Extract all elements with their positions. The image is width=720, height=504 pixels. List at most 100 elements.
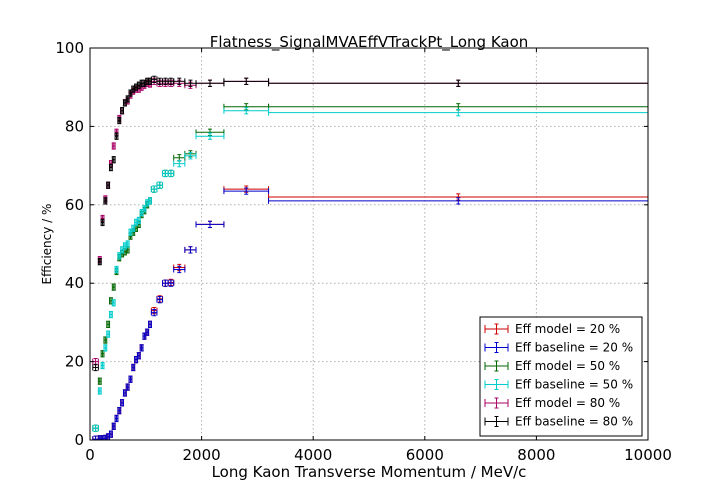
- legend-item: Eff model = 80 %: [484, 396, 620, 410]
- data-point: [111, 283, 116, 291]
- data-point: [100, 350, 105, 358]
- x-tick-label: 10000: [624, 446, 672, 464]
- y-axis: 0 20 40 60 80 100: [55, 39, 648, 449]
- legend-label: Eff baseline = 20 %: [515, 341, 633, 355]
- data-point: [120, 399, 125, 407]
- series-4: [92, 107, 648, 432]
- data-point: [122, 389, 127, 397]
- x-axis: 0 2000 4000 6000 8000 10000: [85, 48, 672, 464]
- legend-label: Eff model = 80 %: [515, 396, 620, 410]
- data-point: [139, 344, 144, 352]
- data-point: [100, 218, 105, 227]
- data-point: [184, 246, 197, 254]
- data-point: [145, 328, 150, 336]
- data-point: [108, 163, 113, 172]
- legend-item: Eff model = 50 %: [484, 359, 620, 373]
- x-tick-label: 6000: [406, 446, 444, 464]
- x-axis-title: Long Kaon Transverse Momentum / MeV/c: [212, 463, 527, 481]
- y-axis-title: Efficiency / %: [40, 204, 54, 285]
- data-point: [114, 132, 119, 140]
- y-tick-label: 80: [65, 117, 84, 135]
- chart-title: Flatness_SignalMVAEffVTrackPt_Long Kaon: [210, 33, 529, 52]
- data-point: [156, 181, 164, 189]
- data-point: [125, 383, 130, 391]
- plot-area: [92, 75, 648, 440]
- data-point: [167, 279, 175, 287]
- data-point: [111, 142, 116, 150]
- legend-label: Eff baseline = 80 %: [515, 415, 633, 429]
- legend-label: Eff baseline = 50 %: [515, 378, 633, 392]
- data-point: [125, 240, 130, 248]
- data-point: [195, 132, 225, 140]
- legend-item: Eff model = 20 %: [484, 322, 620, 336]
- data-point: [268, 197, 648, 205]
- data-point: [97, 377, 102, 385]
- data-point: [106, 330, 111, 338]
- data-point: [128, 89, 133, 97]
- data-point: [128, 375, 133, 383]
- series-2: [92, 187, 648, 440]
- data-point: [103, 344, 108, 352]
- data-point: [142, 205, 147, 213]
- data-point: [111, 422, 116, 430]
- y-tick-label: 60: [65, 196, 84, 214]
- data-point: [268, 79, 648, 87]
- data-point: [100, 361, 105, 370]
- legend-item: Eff baseline = 50 %: [484, 378, 633, 392]
- legend-box: [479, 316, 643, 437]
- data-point: [268, 109, 648, 117]
- data-point: [114, 265, 119, 274]
- data-point: [122, 99, 127, 107]
- data-point: [117, 406, 122, 415]
- y-tick-label: 100: [55, 39, 84, 57]
- data-point: [103, 197, 108, 205]
- x-tick-label: 4000: [294, 446, 332, 464]
- data-point: [108, 310, 113, 319]
- data-point: [223, 77, 270, 85]
- y-tick-label: 40: [65, 274, 84, 292]
- data-point: [106, 320, 111, 328]
- data-point: [92, 424, 99, 432]
- y-tick-label: 0: [74, 431, 84, 449]
- y-tick-label: 20: [65, 353, 84, 371]
- data-point: [117, 252, 122, 260]
- x-tick-label: 0: [85, 446, 95, 464]
- data-point: [131, 224, 136, 232]
- data-point: [195, 220, 225, 229]
- data-point: [173, 160, 186, 168]
- data-point: [167, 169, 175, 178]
- legend-label: Eff model = 20 %: [515, 322, 620, 336]
- legend-item: Eff baseline = 20 %: [484, 341, 633, 355]
- x-tick-label: 8000: [517, 446, 555, 464]
- data-point: [97, 387, 102, 395]
- legend-label: Eff model = 50 %: [515, 359, 620, 373]
- data-point: [136, 216, 141, 225]
- data-point: [106, 181, 111, 189]
- data-point: [136, 352, 141, 360]
- data-point: [125, 95, 130, 103]
- data-point: [92, 363, 99, 372]
- data-point: [117, 116, 122, 125]
- data-point: [223, 107, 270, 115]
- legend: Eff model = 20 % Eff baseline = 20 % Eff m…: [479, 316, 643, 437]
- data-point: [150, 308, 158, 317]
- data-point: [108, 430, 113, 438]
- plot-frame: [89, 47, 649, 441]
- series-layer: [92, 75, 648, 440]
- series-6: [92, 75, 648, 372]
- data-point: [147, 197, 152, 205]
- data-point: [111, 156, 116, 164]
- legend-item: Eff baseline = 80 %: [484, 415, 633, 429]
- data-point: [111, 299, 116, 307]
- data-point: [103, 336, 108, 344]
- data-point: [147, 320, 152, 328]
- data-point: [173, 265, 186, 274]
- data-point: [156, 296, 164, 304]
- data-point: [97, 258, 102, 266]
- data-point: [114, 414, 119, 423]
- data-point: [131, 363, 136, 372]
- x-tick-label: 2000: [183, 446, 221, 464]
- data-point: [223, 187, 270, 195]
- data-point: [120, 107, 125, 115]
